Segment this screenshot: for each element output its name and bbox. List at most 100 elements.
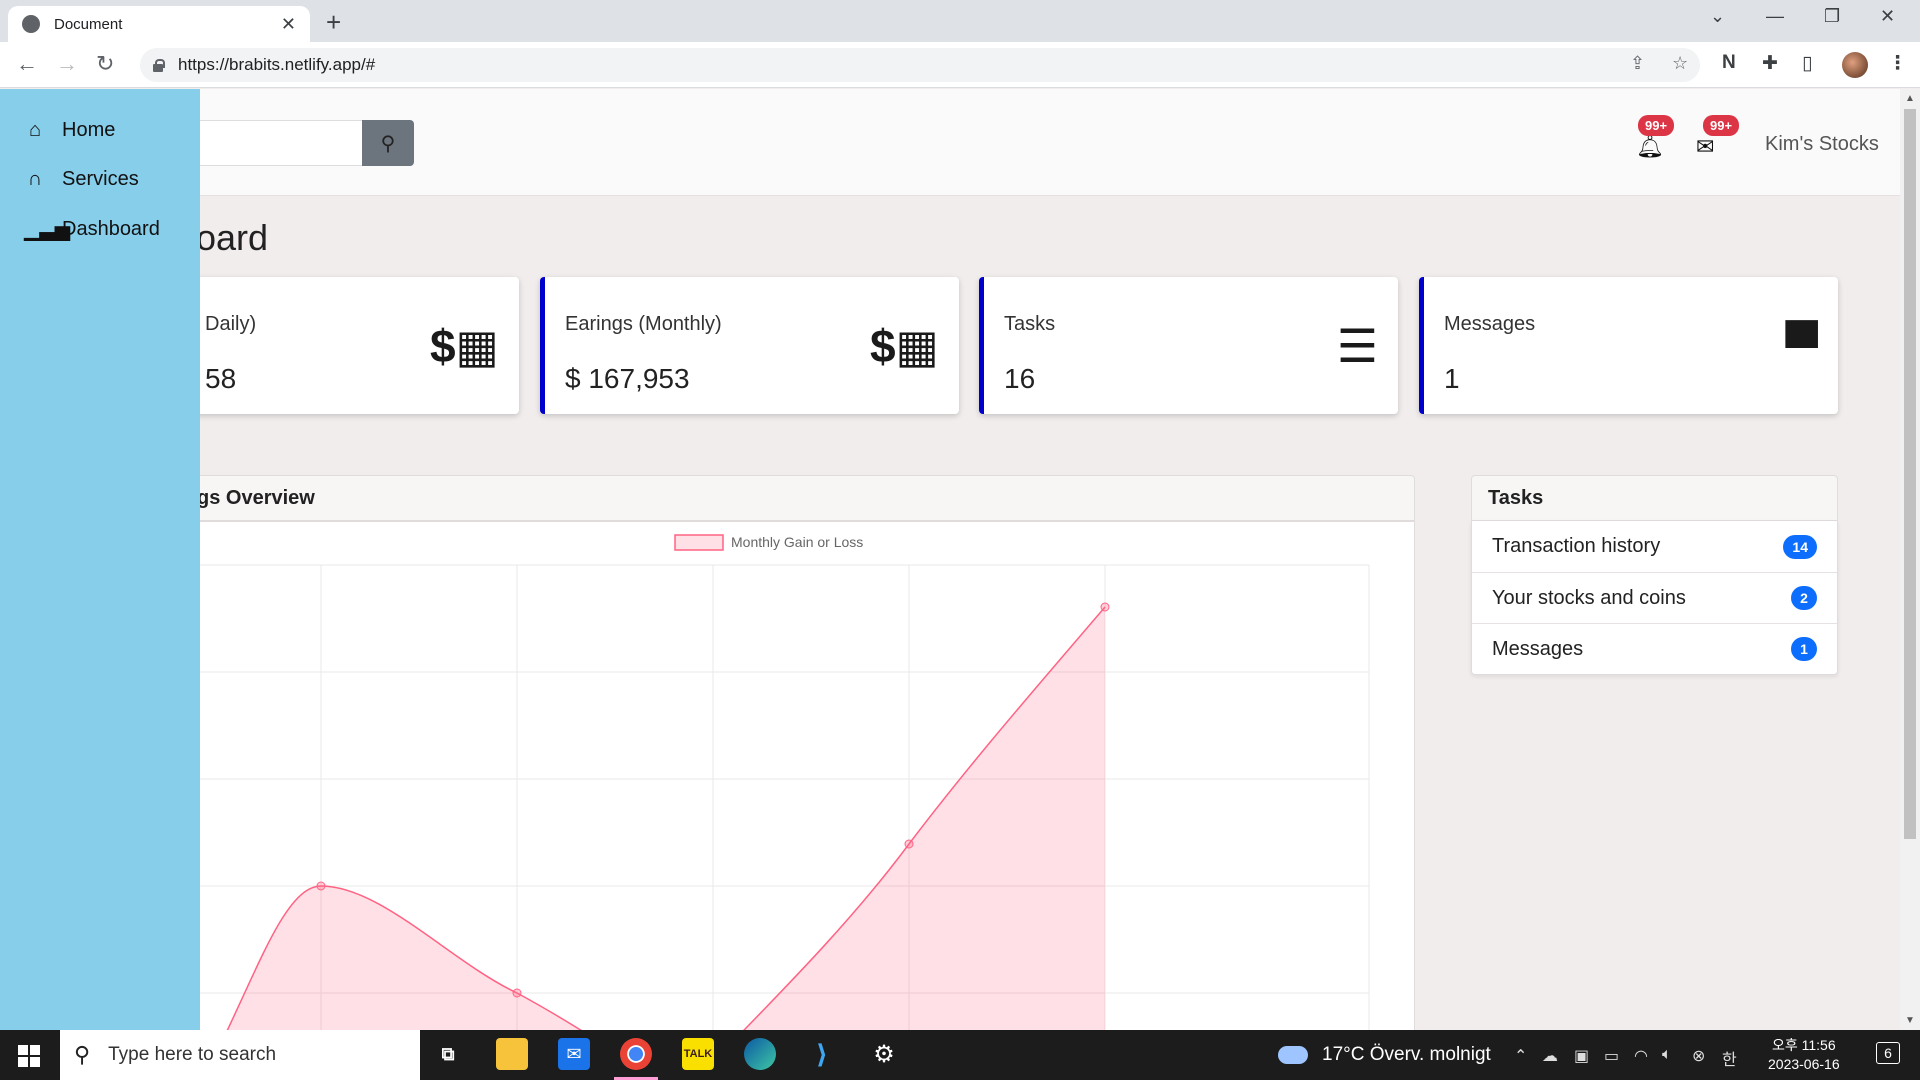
sidebar-item-services[interactable]: ∩ Services (24, 168, 139, 191)
chrome-icon[interactable] (620, 1038, 652, 1070)
back-button[interactable]: ← (16, 51, 38, 76)
url-text: https://brabits.netlify.app/# (178, 55, 376, 74)
task-label: Transaction history (1492, 535, 1661, 557)
taskbar-search[interactable]: ⚲ Type here to search (60, 1030, 420, 1080)
windows-start-icon[interactable] (18, 1045, 40, 1067)
reload-button[interactable]: ↻ (96, 51, 115, 76)
task-label: Messages (1492, 637, 1584, 660)
data-point (1100, 602, 1110, 612)
weather-widget[interactable]: 17°C Överv. molnigt (1278, 1044, 1491, 1066)
notification-center-button[interactable]: 6 (1876, 1042, 1900, 1064)
extensions-puzzle-icon[interactable]: ✚ (1762, 53, 1778, 74)
sidebar-item-dashboard[interactable]: ▁▃▅ Dashboard (24, 217, 160, 242)
brand-name[interactable]: Kim's Stocks (1765, 133, 1879, 155)
series-line (226, 606, 1106, 1030)
scroll-down-arrow[interactable]: ▼ (1905, 1015, 1915, 1026)
globe-icon (22, 15, 40, 33)
security-icon[interactable]: ▣ (1574, 1048, 1590, 1065)
data-point (316, 881, 326, 891)
task-item-messages[interactable]: Messages 1 (1472, 623, 1837, 674)
home-icon: ⌂ (28, 119, 42, 141)
forward-button[interactable]: → (56, 51, 78, 76)
card-label: Tasks (1004, 313, 1056, 335)
lock-icon[interactable] (152, 58, 165, 72)
ime-korean-icon[interactable]: 한 (1722, 1052, 1737, 1069)
data-point (512, 988, 522, 998)
browser-tabstrip: Document ✕ + ⌄ — ❐ ✕ (0, 0, 1920, 42)
close-tab-icon[interactable]: ✕ (280, 13, 296, 34)
data-point (904, 839, 914, 849)
sidebar-item-home[interactable]: ⌂ Home (24, 119, 115, 142)
page-title: oard (196, 217, 269, 258)
vscode-icon[interactable]: ⟩ (816, 1038, 828, 1069)
share-icon[interactable]: ⇪ (1630, 53, 1646, 73)
weather-text: 17°C Överv. molnigt (1322, 1044, 1491, 1065)
restore-button[interactable]: ❐ (1824, 6, 1841, 26)
calendar-grid-dollar-icon: $▦ (869, 320, 939, 372)
volume-icon[interactable]: 🔈︎ (1662, 1046, 1672, 1063)
settings-gear-icon[interactable]: ⚙ (873, 1040, 895, 1068)
task-item-stocks[interactable]: Your stocks and coins 2 (1472, 572, 1837, 623)
tasks-icon: ☰ (1336, 320, 1378, 372)
onedrive-icon[interactable]: ☁ (1542, 1048, 1558, 1065)
page-scrollbar[interactable]: ▲ ▼ (1900, 89, 1920, 1030)
series-area (227, 607, 1105, 1030)
scrollbar-thumb[interactable] (1904, 109, 1916, 839)
tasks-panel-title: Tasks (1488, 486, 1544, 509)
task-count-badge: 1 (1791, 637, 1817, 661)
card-label: Earings (Monthly) (565, 313, 722, 335)
wifi-icon[interactable]: ◠ (1634, 1048, 1648, 1065)
card-value: 1 (1444, 363, 1460, 394)
browser-toolbar: ← → ↻ https://brabits.netlify.app/# ⇪ ☆ (0, 42, 1920, 88)
browser-tab[interactable]: Document ✕ (8, 6, 310, 42)
task-count-badge: 14 (1783, 534, 1817, 559)
gain-loss-chart: Monthly Gain or Loss (124, 534, 1370, 1030)
chart-panel-header: gs Overview (160, 475, 1415, 521)
sidebar-item-label: Dashboard (62, 218, 160, 240)
headset-icon: ∩ (27, 168, 43, 190)
window-close-button[interactable]: ✕ (1880, 6, 1896, 26)
clock-date: 2023-06-16 (1768, 1056, 1840, 1072)
system-clock[interactable]: 오후 11:56 2023-06-16 (1768, 1036, 1840, 1074)
chart-grid (124, 564, 1370, 1030)
tab-title: Document (54, 15, 123, 33)
card-messages: Messages 1 ▀ (1419, 277, 1838, 414)
address-bar[interactable]: https://brabits.netlify.app/# (140, 48, 1700, 82)
task-label: Your stocks and coins (1492, 586, 1686, 609)
card-label: Messages (1444, 313, 1536, 335)
card-value: 58 (205, 363, 237, 394)
envelope-icon[interactable]: ✉ (1696, 134, 1715, 159)
browser-menu-icon[interactable]: ⋮ (1888, 53, 1907, 74)
bookmark-star-icon[interactable]: ☆ (1672, 53, 1689, 73)
edge-icon[interactable] (744, 1038, 776, 1070)
windows-taskbar: ⚲ Type here to search ⧉ ✉ TALK ⟩ ⚙ 17°C … (0, 1030, 1920, 1080)
scroll-up-arrow[interactable]: ▲ (1905, 93, 1915, 104)
tab-search-chevron-icon[interactable]: ⌄ (1710, 6, 1726, 26)
search-button[interactable]: ⚲ (362, 120, 414, 166)
tasks-list: Transaction history 14 Your stocks and c… (1471, 521, 1838, 675)
sidebar-item-label: Home (62, 119, 116, 141)
legend-label: Monthly Gain or Loss (731, 534, 863, 550)
battery-icon[interactable]: ▭ (1604, 1048, 1620, 1065)
file-explorer-icon[interactable] (496, 1038, 528, 1070)
chart-panel-body: Monthly Gain or Loss (124, 521, 1415, 1030)
comment-icon: ▀ (1785, 320, 1818, 372)
card-tasks: Tasks 16 ☰ (979, 277, 1398, 414)
card-value: $ 167,953 (565, 363, 690, 394)
task-item-transactions[interactable]: Transaction history 14 (1472, 521, 1837, 572)
profile-avatar[interactable] (1842, 52, 1868, 78)
cloudy-weather-icon (1278, 1046, 1308, 1064)
mute-status-icon[interactable]: ⊗ (1692, 1048, 1706, 1065)
mail-icon[interactable]: ✉ (558, 1038, 590, 1070)
minimize-button[interactable]: — (1766, 6, 1784, 26)
new-tab-button[interactable]: + (326, 7, 342, 37)
tray-chevron-icon[interactable]: ⌃ (1514, 1048, 1528, 1065)
taskbar-search-placeholder: Type here to search (108, 1044, 277, 1065)
side-panel-icon[interactable]: ▯ (1802, 53, 1813, 74)
web-page: ⚲ 🔔︎ 99+ ✉ 99+ Kim's Stocks oard Daily) … (0, 89, 1900, 1030)
search-icon: ⚲ (74, 1042, 91, 1067)
task-view-icon[interactable]: ⧉ (441, 1043, 455, 1064)
bell-icon[interactable]: 🔔︎ (1636, 134, 1664, 159)
extension-n-icon[interactable]: N (1722, 52, 1736, 73)
kakaotalk-icon[interactable]: TALK (682, 1038, 714, 1070)
